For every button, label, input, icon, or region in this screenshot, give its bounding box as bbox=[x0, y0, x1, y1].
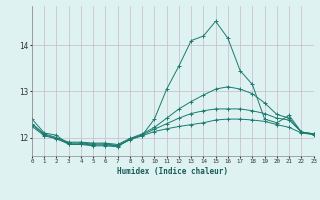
X-axis label: Humidex (Indice chaleur): Humidex (Indice chaleur) bbox=[117, 167, 228, 176]
